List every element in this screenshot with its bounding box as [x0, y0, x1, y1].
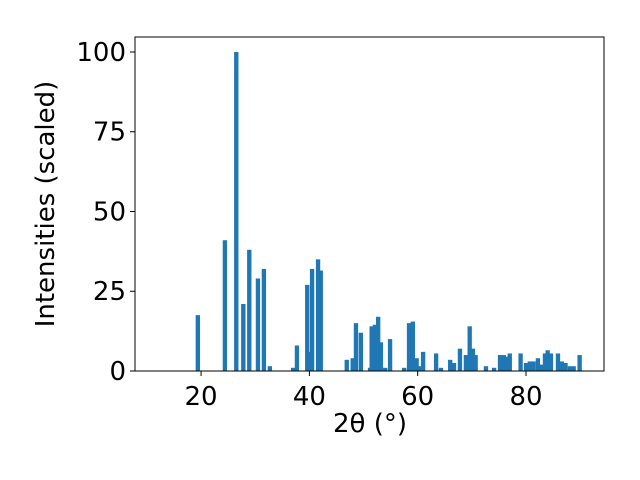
bar: [261, 268, 267, 371]
x-tick-label: 60: [401, 382, 434, 412]
bar: [451, 363, 457, 371]
bar: [463, 355, 469, 371]
bar: [571, 366, 576, 371]
bar: [247, 249, 252, 371]
bar: [222, 240, 228, 371]
x-tick-label: 80: [509, 382, 542, 412]
bar: [375, 316, 381, 371]
bar: [559, 361, 564, 371]
x-tick-label: 40: [293, 382, 326, 412]
bar: [401, 367, 407, 371]
bar: [504, 356, 510, 371]
x-axis-label: 2θ (°): [333, 409, 407, 439]
bar: [470, 348, 476, 371]
bar: [383, 367, 388, 371]
plot-frame: [134, 36, 605, 372]
bar: [306, 351, 312, 371]
bar: [417, 366, 423, 371]
bar: [448, 359, 453, 371]
bar: [483, 366, 489, 371]
bar: [542, 353, 548, 371]
y-tick-label: 100: [76, 38, 126, 68]
bar: [523, 363, 529, 371]
bar: [420, 351, 426, 371]
bar: [372, 324, 378, 371]
bar: [548, 353, 554, 371]
y-tick-label: 25: [93, 277, 126, 307]
bar: [344, 359, 349, 371]
bar: [267, 366, 273, 371]
bar: [497, 355, 503, 371]
bar: [577, 355, 582, 371]
y-tick-label: 50: [93, 197, 126, 227]
y-tick-label: 75: [93, 118, 126, 148]
y-axis-label: Intensities (scaled): [31, 81, 61, 328]
bar: [545, 350, 550, 371]
bar: [507, 353, 512, 371]
bar: [531, 361, 536, 371]
bar: [255, 278, 261, 371]
bar: [309, 268, 315, 371]
bar: [567, 366, 573, 371]
bar: [234, 51, 239, 371]
bar: [318, 270, 323, 371]
x-tick-label: 20: [185, 382, 218, 412]
bar: [433, 353, 439, 371]
bar: [491, 367, 497, 371]
bar: [378, 342, 384, 371]
bar: [305, 284, 310, 371]
bar: [315, 259, 321, 371]
bar: [473, 355, 478, 371]
bar: [410, 321, 415, 371]
bar: [195, 315, 200, 371]
bar: [563, 363, 568, 371]
bar: [294, 345, 300, 371]
bar: [350, 358, 355, 371]
bar: [457, 348, 463, 371]
bar: [518, 353, 523, 371]
bar: [358, 332, 364, 371]
bar: [406, 323, 412, 371]
bar: [535, 358, 541, 371]
bar: [438, 367, 444, 371]
bar: [241, 304, 246, 371]
bar: [414, 358, 419, 371]
bar: [527, 361, 532, 371]
bar: [555, 353, 561, 371]
y-tick-label: 0: [109, 357, 126, 387]
bar: [539, 364, 544, 371]
bar: [353, 323, 359, 371]
bar: [387, 339, 393, 371]
bar: [467, 326, 472, 371]
bar: [290, 367, 296, 371]
bar: [501, 355, 506, 371]
bar: [369, 326, 374, 371]
